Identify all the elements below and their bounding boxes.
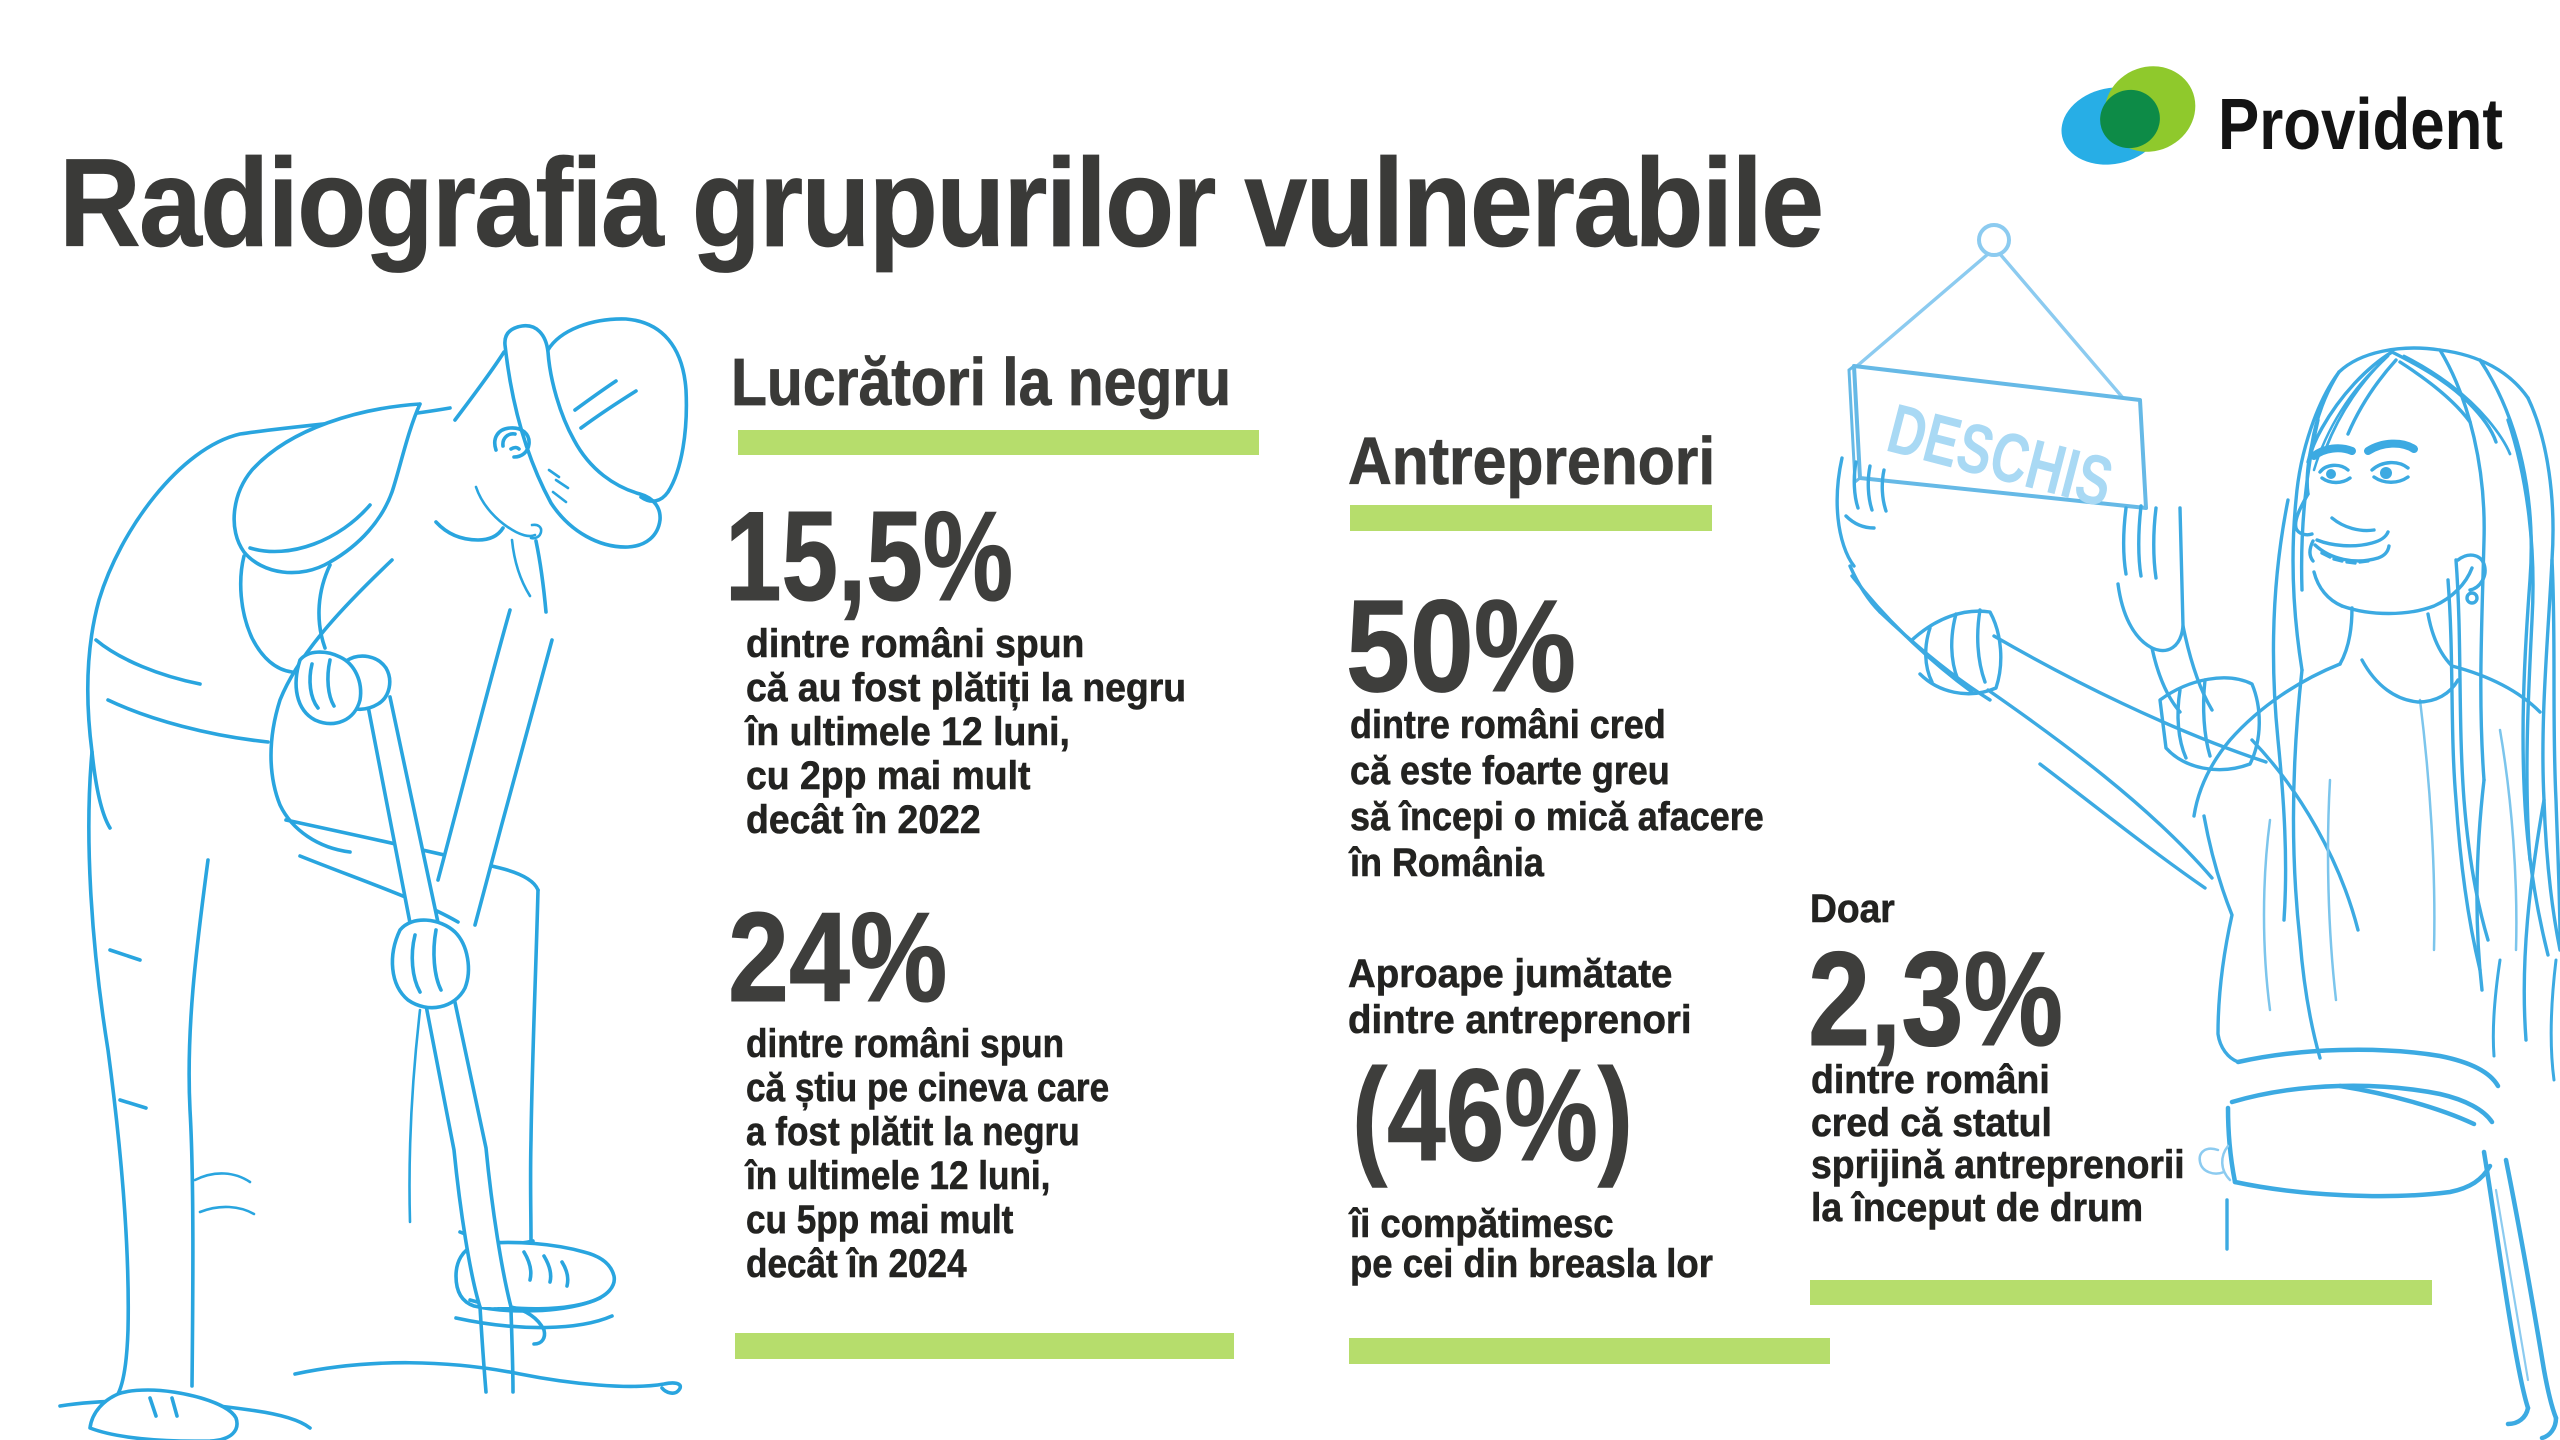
svg-text:Provident: Provident bbox=[2218, 85, 2503, 165]
